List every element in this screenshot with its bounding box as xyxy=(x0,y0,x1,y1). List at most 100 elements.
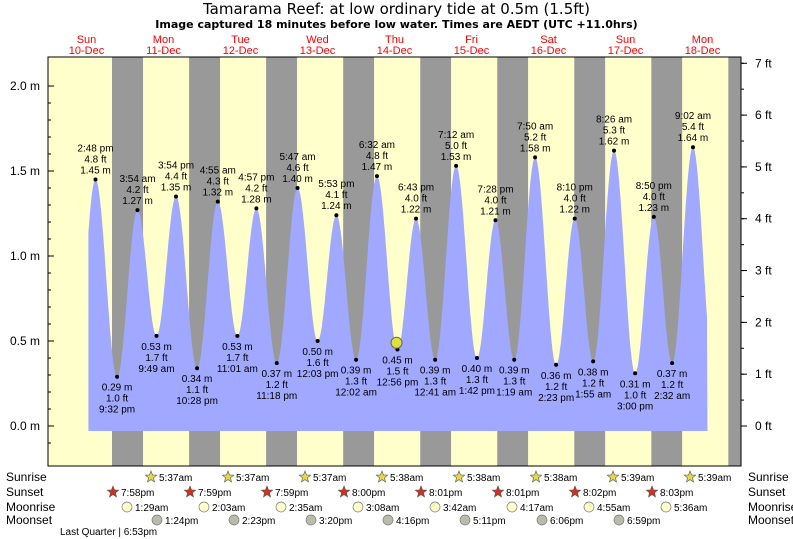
high-tide-time: 6:43 pm xyxy=(398,183,434,194)
low-tide-ft: 1.3 ft xyxy=(503,377,525,388)
high-tide-time: 2:48 pm xyxy=(77,144,113,155)
low-tide-time: 12:56 pm xyxy=(377,378,419,389)
moonset-icon xyxy=(228,514,240,526)
low-tide-time: 1:42 pm xyxy=(459,386,495,397)
low-tide-point xyxy=(195,366,200,371)
high-tide-ft: 4.3 ft xyxy=(207,177,229,188)
low-tide-point xyxy=(154,333,159,338)
low-tide-ft: 1.6 ft xyxy=(307,358,329,369)
high-tide-point xyxy=(612,148,617,153)
y2-tick-label-ft: 7 ft xyxy=(755,56,772,70)
high-tide-time: 7:50 am xyxy=(517,121,553,132)
high-tide-ft: 4.8 ft xyxy=(84,155,106,166)
high-tide-ft: 5.0 ft xyxy=(445,141,467,152)
moonrise-icon xyxy=(506,501,518,513)
moonrise-icon xyxy=(429,501,441,513)
high-tide-time: 3:54 pm xyxy=(158,161,194,172)
low-tide-time: 12:03 pm xyxy=(297,369,339,380)
low-tide-m: 0.31 m xyxy=(620,379,651,390)
moonrise-time: 2:35am xyxy=(289,503,322,514)
low-tide-time: 12:41 am xyxy=(414,388,456,399)
y-tick-label-m: 1.5 m xyxy=(10,164,40,178)
low-tide-point xyxy=(235,333,240,338)
low-tide-m: 0.37 m xyxy=(657,369,688,380)
moonset-icon xyxy=(305,514,317,526)
high-tide-ft: 4.1 ft xyxy=(325,190,347,201)
moonset-row-label-right: Moonset xyxy=(748,513,793,527)
sunrise-time: 5:37am xyxy=(159,473,192,484)
high-tide-m: 1.27 m xyxy=(122,196,153,207)
current-tide-marker xyxy=(390,336,403,349)
moonset-time: 6:59pm xyxy=(627,516,660,527)
high-tide-point xyxy=(533,155,538,160)
low-tide-m: 0.39 m xyxy=(499,366,530,377)
sunset-icon xyxy=(568,485,582,498)
chart-title: Tamarama Reef: at low ordinary tide at 0… xyxy=(203,0,590,18)
day-label-date: 16-Dec xyxy=(531,45,567,57)
sunrise-time: 5:39am xyxy=(698,473,731,484)
low-tide-time: 3:00 pm xyxy=(617,401,653,412)
high-tide-ft: 4.2 ft xyxy=(126,185,148,196)
day-label-dow: Mon xyxy=(692,34,713,46)
sunset-icon xyxy=(645,485,659,498)
low-tide-ft: 1.1 ft xyxy=(186,385,208,396)
low-tide-point xyxy=(315,339,320,343)
low-tide-m: 0.53 m xyxy=(222,342,253,353)
low-tide-point xyxy=(274,361,279,366)
sunset-time: 8:02pm xyxy=(583,488,616,499)
day-label-date: 14-Dec xyxy=(377,45,413,57)
low-tide-point xyxy=(512,357,517,362)
day-label-dow: Sun xyxy=(616,34,636,46)
high-tide-point xyxy=(93,177,98,182)
low-tide-point xyxy=(591,359,596,364)
sunset-icon xyxy=(337,485,351,498)
moonrise-icon xyxy=(660,501,672,513)
high-tide-time: 4:57 pm xyxy=(238,172,274,183)
high-tide-ft: 4.0 ft xyxy=(484,195,506,206)
high-tide-ft: 5.2 ft xyxy=(524,132,546,143)
sunrise-icon xyxy=(144,470,158,483)
high-tide-point xyxy=(414,216,419,221)
sunset-time: 7:58pm xyxy=(121,488,154,499)
low-tide-m: 0.39 m xyxy=(341,366,372,377)
low-tide-time: 10:28 pm xyxy=(176,396,218,407)
high-tide-time: 7:12 am xyxy=(438,130,474,141)
high-tide-m: 1.58 m xyxy=(520,143,551,154)
low-tide-time: 2:32 am xyxy=(654,391,690,402)
moonrise-time: 3:08am xyxy=(366,503,399,514)
moonset-icon xyxy=(382,514,394,526)
day-label-dow: Mon xyxy=(153,34,174,46)
sunrise-time: 5:37am xyxy=(313,473,346,484)
low-tide-ft: 1.2 ft xyxy=(582,378,604,389)
day-label-date: 12-Dec xyxy=(223,45,259,57)
day-label-date: 13-Dec xyxy=(300,45,336,57)
high-tide-time: 8:26 am xyxy=(596,115,632,126)
high-tide-m: 1.35 m xyxy=(161,183,192,194)
moonrise-time: 5:36am xyxy=(674,503,707,514)
y2-tick-label-ft: 5 ft xyxy=(755,160,772,174)
high-tide-m: 1.21 m xyxy=(480,206,511,217)
low-tide-m: 0.40 m xyxy=(462,364,493,375)
low-tide-ft: 1.7 ft xyxy=(226,353,248,364)
sunset-time: 8:03pm xyxy=(660,488,693,499)
high-tide-point xyxy=(135,208,140,213)
low-tide-m: 0.53 m xyxy=(141,342,172,353)
sunrise-icon xyxy=(606,470,620,483)
day-label-dow: Sat xyxy=(540,34,557,46)
low-tide-ft: 1.2 ft xyxy=(545,382,567,393)
y2-tick-label-ft: 3 ft xyxy=(755,264,772,278)
moonset-time: 5:11pm xyxy=(473,516,506,527)
sunset-row-label-left: Sunset xyxy=(6,485,44,499)
sunset-row-label-right: Sunset xyxy=(748,485,786,499)
low-tide-m: 0.36 m xyxy=(541,371,572,382)
sunrise-time: 5:38am xyxy=(467,473,500,484)
sunset-icon xyxy=(183,485,197,498)
high-tide-m: 1.22 m xyxy=(401,205,432,216)
low-tide-time: 11:01 am xyxy=(217,364,258,375)
high-tide-time: 5:47 am xyxy=(279,152,315,163)
sunrise-row-label-right: Sunrise xyxy=(748,470,789,484)
day-label-date: 17-Dec xyxy=(608,45,644,57)
y2-tick-label-ft: 6 ft xyxy=(755,108,772,122)
moonrise-icon xyxy=(352,501,364,513)
y2-tick-label-ft: 4 ft xyxy=(755,212,772,226)
